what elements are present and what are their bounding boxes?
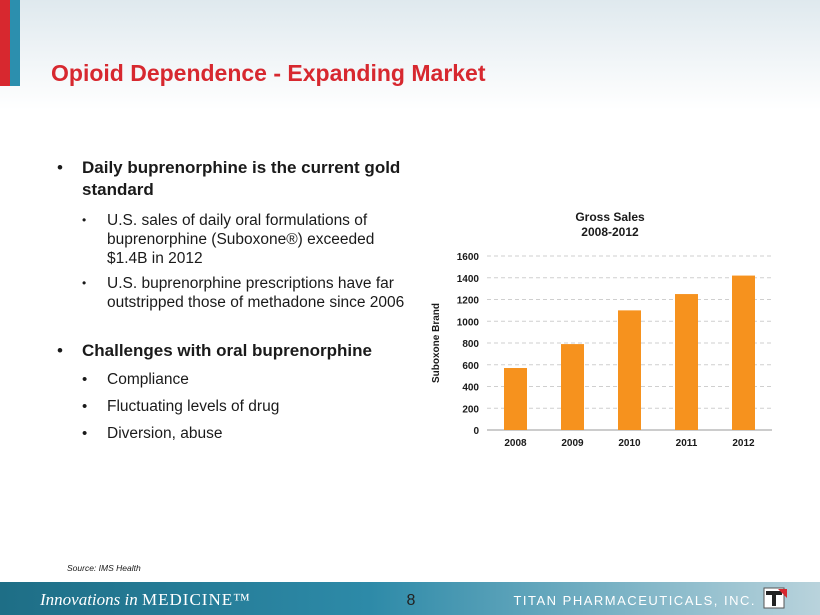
y-tick-label: 1600 xyxy=(457,252,480,263)
footer-bar: Innovations in MEDICINE™ 8 TITAN PHARMAC… xyxy=(0,582,820,615)
page-number: 8 xyxy=(406,592,416,609)
y-tick-label: 0 xyxy=(473,426,479,437)
sales-bar-chart: 0 200 400 600 800 1000 1200 1400 1600 2008 2009 201… xyxy=(431,252,772,449)
bullet-sub: U.S. buprenorphine prescriptions have fa… xyxy=(82,274,417,312)
bullet-list: Daily buprenorphine is the current gold … xyxy=(57,157,417,443)
y-tick-label: 600 xyxy=(462,361,479,372)
bullet-sub: Fluctuating levels of drug xyxy=(82,397,417,416)
y-tick-label: 1200 xyxy=(457,296,480,307)
bullet-main: Challenges with oral buprenorphine xyxy=(57,340,417,362)
accent-bar-red xyxy=(0,0,10,86)
bullet-main: Daily buprenorphine is the current gold … xyxy=(57,157,417,201)
header-band xyxy=(0,0,820,110)
tagline-caps: MEDICINE™ xyxy=(142,590,251,609)
chart-title: Gross Sales xyxy=(575,210,645,224)
bar xyxy=(561,344,584,430)
x-tick-label: 2008 xyxy=(504,438,527,449)
chart-subtitle: 2008-2012 xyxy=(581,225,639,239)
y-tick-label: 1400 xyxy=(457,274,480,285)
accent-bar-teal xyxy=(10,0,20,86)
company-name: TITAN PHARMACEUTICALS, INC. xyxy=(513,593,756,608)
bar xyxy=(675,294,698,430)
bar xyxy=(618,310,641,430)
tagline: Innovations in MEDICINE™ xyxy=(40,590,251,610)
bullet-sub: U.S. sales of daily oral formulations of… xyxy=(82,211,417,268)
bullet-sub: Diversion, abuse xyxy=(82,424,417,443)
y-tick-label: 400 xyxy=(462,383,479,394)
bullet-sub: Compliance xyxy=(82,370,417,389)
bar xyxy=(732,275,755,430)
x-tick-label: 2009 xyxy=(561,438,584,449)
x-tick-label: 2011 xyxy=(676,438,698,449)
titan-logo-icon xyxy=(763,587,787,609)
source-note: Source: IMS Health xyxy=(67,563,141,573)
bar xyxy=(504,368,527,430)
x-tick-label: 2010 xyxy=(618,438,641,449)
slide-title: Opioid Dependence - Expanding Market xyxy=(51,60,486,86)
x-tick-label: 2012 xyxy=(732,438,755,449)
tagline-italic: Innovations in xyxy=(40,590,138,609)
y-tick-label: 1000 xyxy=(457,317,480,328)
y-axis-label: Suboxone Brand xyxy=(431,303,442,383)
y-tick-label: 800 xyxy=(462,339,479,350)
y-tick-label: 200 xyxy=(462,404,479,415)
